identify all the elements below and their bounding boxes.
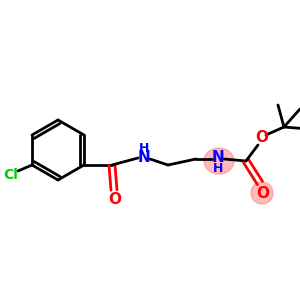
Text: H: H (213, 163, 223, 176)
Ellipse shape (251, 182, 273, 204)
Text: N: N (212, 149, 224, 164)
Text: Cl: Cl (4, 168, 19, 182)
Text: O: O (256, 130, 268, 145)
Text: O: O (256, 185, 269, 200)
Text: H: H (139, 142, 149, 155)
Text: O: O (109, 193, 122, 208)
Text: N: N (138, 149, 150, 164)
Ellipse shape (204, 148, 234, 174)
